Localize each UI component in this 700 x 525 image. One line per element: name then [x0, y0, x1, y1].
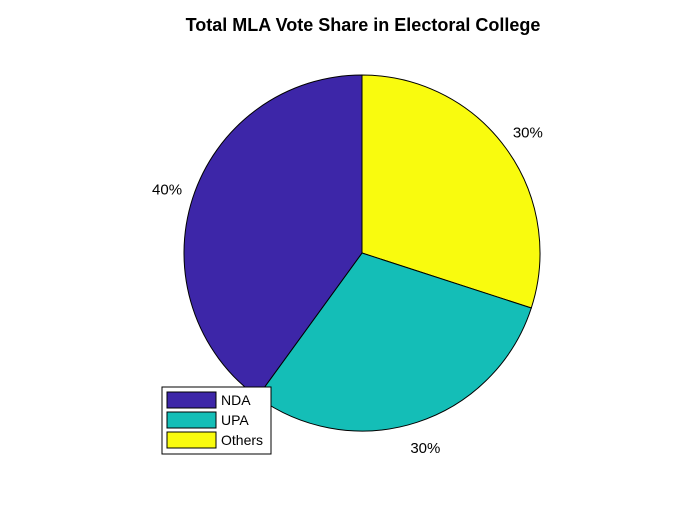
pie-slice-nda [183, 74, 363, 398]
pie-slice-upa [256, 252, 532, 432]
pie-percent-labels: 30% 30% 40% [152, 125, 543, 457]
legend-label-nda: NDA [221, 392, 251, 408]
slice-label-nda: 40% [152, 182, 182, 199]
legend-label-others: Others [221, 432, 263, 448]
chart-title: Total MLA Vote Share in Electoral Colleg… [186, 15, 541, 35]
legend-swatch-upa [166, 411, 217, 429]
legend-swatch-others [166, 431, 217, 449]
pie-slice-others [361, 74, 541, 309]
slice-label-upa: 30% [410, 440, 440, 457]
slice-label-others: 30% [513, 125, 543, 142]
legend-label-upa: UPA [221, 412, 249, 428]
pie-slices [183, 74, 541, 432]
legend: NDA UPA Others [161, 386, 272, 455]
legend-swatch-nda [166, 391, 217, 409]
